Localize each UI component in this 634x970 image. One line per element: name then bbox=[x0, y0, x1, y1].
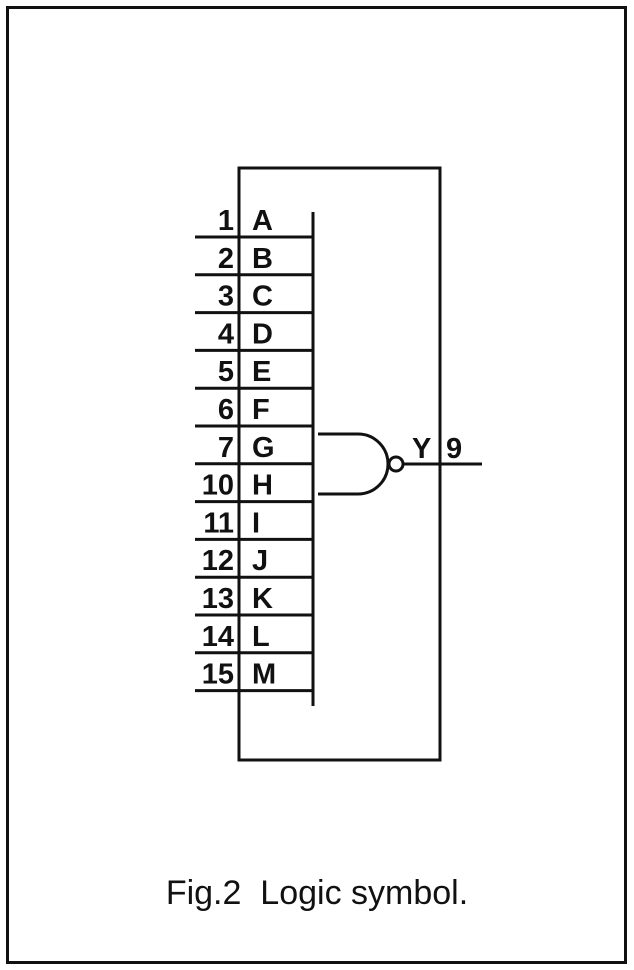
input-signal-label: K bbox=[252, 583, 273, 615]
input-pin-number: 4 bbox=[218, 318, 234, 350]
input-pin-number: 3 bbox=[218, 281, 234, 313]
input-pin-row: 12 J bbox=[195, 545, 313, 579]
input-signal-label: A bbox=[252, 205, 273, 237]
input-pin-row: 11 I bbox=[195, 507, 313, 541]
input-pins: 1 A2 B3 C4 D5 E6 F7 G10 H11 I12 J13 K14 L15 M bbox=[195, 205, 313, 693]
figure-frame bbox=[6, 6, 627, 964]
input-signal-label: L bbox=[252, 621, 270, 653]
input-pin-row: 15 M bbox=[195, 659, 313, 693]
input-signal-label: E bbox=[252, 356, 271, 388]
input-pin-number: 12 bbox=[202, 545, 234, 577]
input-pin-row: 13 K bbox=[195, 583, 313, 617]
input-pin-number: 14 bbox=[202, 621, 234, 653]
input-signal-label: F bbox=[252, 394, 270, 426]
input-pin-number: 5 bbox=[218, 356, 234, 388]
input-pin-row: 10 H bbox=[195, 470, 313, 504]
input-signal-label: C bbox=[252, 281, 273, 313]
input-pin-number: 10 bbox=[202, 470, 234, 502]
input-pin-number: 2 bbox=[218, 243, 234, 275]
input-pin-number: 15 bbox=[202, 659, 234, 691]
nand-gate-body bbox=[318, 432, 390, 496]
input-pin-number: 11 bbox=[203, 507, 234, 539]
output-pin-number: 9 bbox=[446, 433, 462, 465]
figure-caption: Fig.2 Logic symbol. bbox=[166, 874, 468, 912]
input-pin-row: 14 L bbox=[195, 621, 313, 655]
input-signal-label: B bbox=[252, 243, 273, 275]
input-signal-label: J bbox=[252, 545, 268, 577]
input-signal-label: D bbox=[252, 318, 273, 350]
input-pin-number: 13 bbox=[202, 583, 234, 615]
input-pin-number: 1 bbox=[218, 205, 234, 237]
output-signal-label: Y bbox=[412, 433, 431, 465]
input-signal-label: H bbox=[252, 470, 273, 502]
inversion-bubble bbox=[387, 455, 405, 473]
input-pin-number: 7 bbox=[218, 432, 234, 464]
input-signal-label: I bbox=[252, 507, 260, 539]
input-pin-number: 6 bbox=[218, 394, 234, 426]
input-signal-label: G bbox=[252, 432, 275, 464]
input-signal-label: M bbox=[252, 659, 276, 691]
